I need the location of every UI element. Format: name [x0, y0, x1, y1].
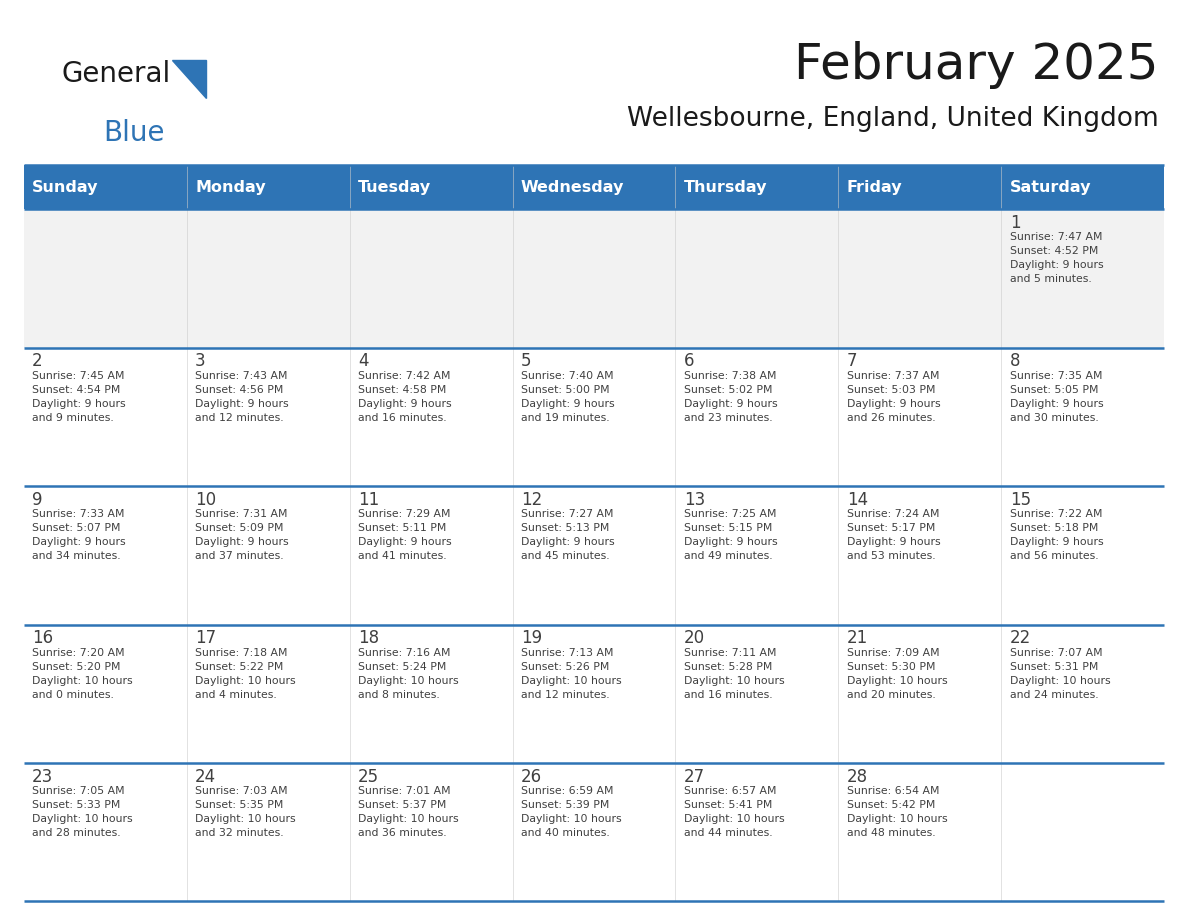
Text: Sunrise: 7:37 AM
Sunset: 5:03 PM
Daylight: 9 hours
and 26 minutes.: Sunrise: 7:37 AM Sunset: 5:03 PM Dayligh…: [847, 371, 941, 422]
Text: 20: 20: [684, 629, 704, 647]
Bar: [24, 487, 1164, 624]
Polygon shape: [172, 60, 206, 98]
Text: Saturday: Saturday: [1010, 180, 1091, 195]
Text: 2: 2: [32, 353, 43, 370]
Bar: [24, 624, 1164, 763]
Text: Sunrise: 7:24 AM
Sunset: 5:17 PM
Daylight: 9 hours
and 53 minutes.: Sunrise: 7:24 AM Sunset: 5:17 PM Dayligh…: [847, 509, 941, 561]
Text: Sunrise: 7:29 AM
Sunset: 5:11 PM
Daylight: 9 hours
and 41 minutes.: Sunrise: 7:29 AM Sunset: 5:11 PM Dayligh…: [358, 509, 451, 561]
Bar: [676, 165, 839, 209]
Text: 4: 4: [358, 353, 368, 370]
Text: 8: 8: [1010, 353, 1020, 370]
Text: Sunrise: 7:31 AM
Sunset: 5:09 PM
Daylight: 9 hours
and 37 minutes.: Sunrise: 7:31 AM Sunset: 5:09 PM Dayligh…: [195, 509, 289, 561]
Text: 19: 19: [520, 629, 542, 647]
Text: Sunrise: 7:20 AM
Sunset: 5:20 PM
Daylight: 10 hours
and 0 minutes.: Sunrise: 7:20 AM Sunset: 5:20 PM Dayligh…: [32, 647, 133, 700]
Bar: [512, 165, 676, 209]
Text: Sunrise: 7:05 AM
Sunset: 5:33 PM
Daylight: 10 hours
and 28 minutes.: Sunrise: 7:05 AM Sunset: 5:33 PM Dayligh…: [32, 786, 133, 838]
Bar: [1001, 165, 1164, 209]
Text: 11: 11: [358, 491, 379, 509]
Text: 1: 1: [1010, 214, 1020, 232]
Text: 9: 9: [32, 491, 43, 509]
Text: Sunrise: 7:25 AM
Sunset: 5:15 PM
Daylight: 9 hours
and 49 minutes.: Sunrise: 7:25 AM Sunset: 5:15 PM Dayligh…: [684, 509, 777, 561]
Text: Sunrise: 6:54 AM
Sunset: 5:42 PM
Daylight: 10 hours
and 48 minutes.: Sunrise: 6:54 AM Sunset: 5:42 PM Dayligh…: [847, 786, 947, 838]
Bar: [349, 165, 512, 209]
Text: 16: 16: [32, 629, 53, 647]
Text: Sunrise: 7:16 AM
Sunset: 5:24 PM
Daylight: 10 hours
and 8 minutes.: Sunrise: 7:16 AM Sunset: 5:24 PM Dayligh…: [358, 647, 459, 700]
Text: February 2025: February 2025: [794, 41, 1158, 89]
Text: General: General: [62, 60, 171, 88]
Bar: [24, 209, 1164, 348]
Text: 18: 18: [358, 629, 379, 647]
Text: 3: 3: [195, 353, 206, 370]
Text: Sunrise: 7:38 AM
Sunset: 5:02 PM
Daylight: 9 hours
and 23 minutes.: Sunrise: 7:38 AM Sunset: 5:02 PM Dayligh…: [684, 371, 777, 422]
Text: Friday: Friday: [847, 180, 903, 195]
Text: Sunrise: 7:47 AM
Sunset: 4:52 PM
Daylight: 9 hours
and 5 minutes.: Sunrise: 7:47 AM Sunset: 4:52 PM Dayligh…: [1010, 232, 1104, 285]
Text: 23: 23: [32, 767, 53, 786]
Text: Wellesbourne, England, United Kingdom: Wellesbourne, England, United Kingdom: [626, 106, 1158, 131]
Text: Sunrise: 7:40 AM
Sunset: 5:00 PM
Daylight: 9 hours
and 19 minutes.: Sunrise: 7:40 AM Sunset: 5:00 PM Dayligh…: [520, 371, 614, 422]
Bar: [24, 165, 187, 209]
Text: Sunday: Sunday: [32, 180, 99, 195]
Bar: [24, 348, 1164, 487]
Text: Sunrise: 7:27 AM
Sunset: 5:13 PM
Daylight: 9 hours
and 45 minutes.: Sunrise: 7:27 AM Sunset: 5:13 PM Dayligh…: [520, 509, 614, 561]
Text: Sunrise: 7:22 AM
Sunset: 5:18 PM
Daylight: 9 hours
and 56 minutes.: Sunrise: 7:22 AM Sunset: 5:18 PM Dayligh…: [1010, 509, 1104, 561]
Text: Monday: Monday: [195, 180, 266, 195]
Text: 28: 28: [847, 767, 867, 786]
Text: 5: 5: [520, 353, 531, 370]
Text: Sunrise: 7:03 AM
Sunset: 5:35 PM
Daylight: 10 hours
and 32 minutes.: Sunrise: 7:03 AM Sunset: 5:35 PM Dayligh…: [195, 786, 296, 838]
Text: Sunrise: 6:59 AM
Sunset: 5:39 PM
Daylight: 10 hours
and 40 minutes.: Sunrise: 6:59 AM Sunset: 5:39 PM Dayligh…: [520, 786, 621, 838]
Text: 10: 10: [195, 491, 216, 509]
Text: Sunrise: 7:42 AM
Sunset: 4:58 PM
Daylight: 9 hours
and 16 minutes.: Sunrise: 7:42 AM Sunset: 4:58 PM Dayligh…: [358, 371, 451, 422]
Text: Sunrise: 7:01 AM
Sunset: 5:37 PM
Daylight: 10 hours
and 36 minutes.: Sunrise: 7:01 AM Sunset: 5:37 PM Dayligh…: [358, 786, 459, 838]
Text: 13: 13: [684, 491, 704, 509]
Text: Sunrise: 7:35 AM
Sunset: 5:05 PM
Daylight: 9 hours
and 30 minutes.: Sunrise: 7:35 AM Sunset: 5:05 PM Dayligh…: [1010, 371, 1104, 422]
Text: Sunrise: 6:57 AM
Sunset: 5:41 PM
Daylight: 10 hours
and 44 minutes.: Sunrise: 6:57 AM Sunset: 5:41 PM Dayligh…: [684, 786, 784, 838]
Bar: [187, 165, 349, 209]
Text: 22: 22: [1010, 629, 1031, 647]
Text: 7: 7: [847, 353, 858, 370]
Text: 26: 26: [520, 767, 542, 786]
Text: Thursday: Thursday: [684, 180, 767, 195]
Text: Sunrise: 7:09 AM
Sunset: 5:30 PM
Daylight: 10 hours
and 20 minutes.: Sunrise: 7:09 AM Sunset: 5:30 PM Dayligh…: [847, 647, 947, 700]
Bar: [839, 165, 1001, 209]
Text: 12: 12: [520, 491, 542, 509]
Text: Sunrise: 7:07 AM
Sunset: 5:31 PM
Daylight: 10 hours
and 24 minutes.: Sunrise: 7:07 AM Sunset: 5:31 PM Dayligh…: [1010, 647, 1111, 700]
Text: Wednesday: Wednesday: [520, 180, 624, 195]
Text: 24: 24: [195, 767, 216, 786]
Text: Tuesday: Tuesday: [358, 180, 431, 195]
Text: 27: 27: [684, 767, 704, 786]
Text: 15: 15: [1010, 491, 1031, 509]
Text: 6: 6: [684, 353, 694, 370]
Text: 14: 14: [847, 491, 867, 509]
Text: Sunrise: 7:43 AM
Sunset: 4:56 PM
Daylight: 9 hours
and 12 minutes.: Sunrise: 7:43 AM Sunset: 4:56 PM Dayligh…: [195, 371, 289, 422]
Text: Sunrise: 7:18 AM
Sunset: 5:22 PM
Daylight: 10 hours
and 4 minutes.: Sunrise: 7:18 AM Sunset: 5:22 PM Dayligh…: [195, 647, 296, 700]
Text: Sunrise: 7:11 AM
Sunset: 5:28 PM
Daylight: 10 hours
and 16 minutes.: Sunrise: 7:11 AM Sunset: 5:28 PM Dayligh…: [684, 647, 784, 700]
Text: Sunrise: 7:13 AM
Sunset: 5:26 PM
Daylight: 10 hours
and 12 minutes.: Sunrise: 7:13 AM Sunset: 5:26 PM Dayligh…: [520, 647, 621, 700]
Bar: [24, 763, 1164, 901]
Text: Sunrise: 7:33 AM
Sunset: 5:07 PM
Daylight: 9 hours
and 34 minutes.: Sunrise: 7:33 AM Sunset: 5:07 PM Dayligh…: [32, 509, 126, 561]
Text: 25: 25: [358, 767, 379, 786]
Text: 17: 17: [195, 629, 216, 647]
Text: 21: 21: [847, 629, 868, 647]
Text: Sunrise: 7:45 AM
Sunset: 4:54 PM
Daylight: 9 hours
and 9 minutes.: Sunrise: 7:45 AM Sunset: 4:54 PM Dayligh…: [32, 371, 126, 422]
Text: Blue: Blue: [103, 119, 165, 148]
